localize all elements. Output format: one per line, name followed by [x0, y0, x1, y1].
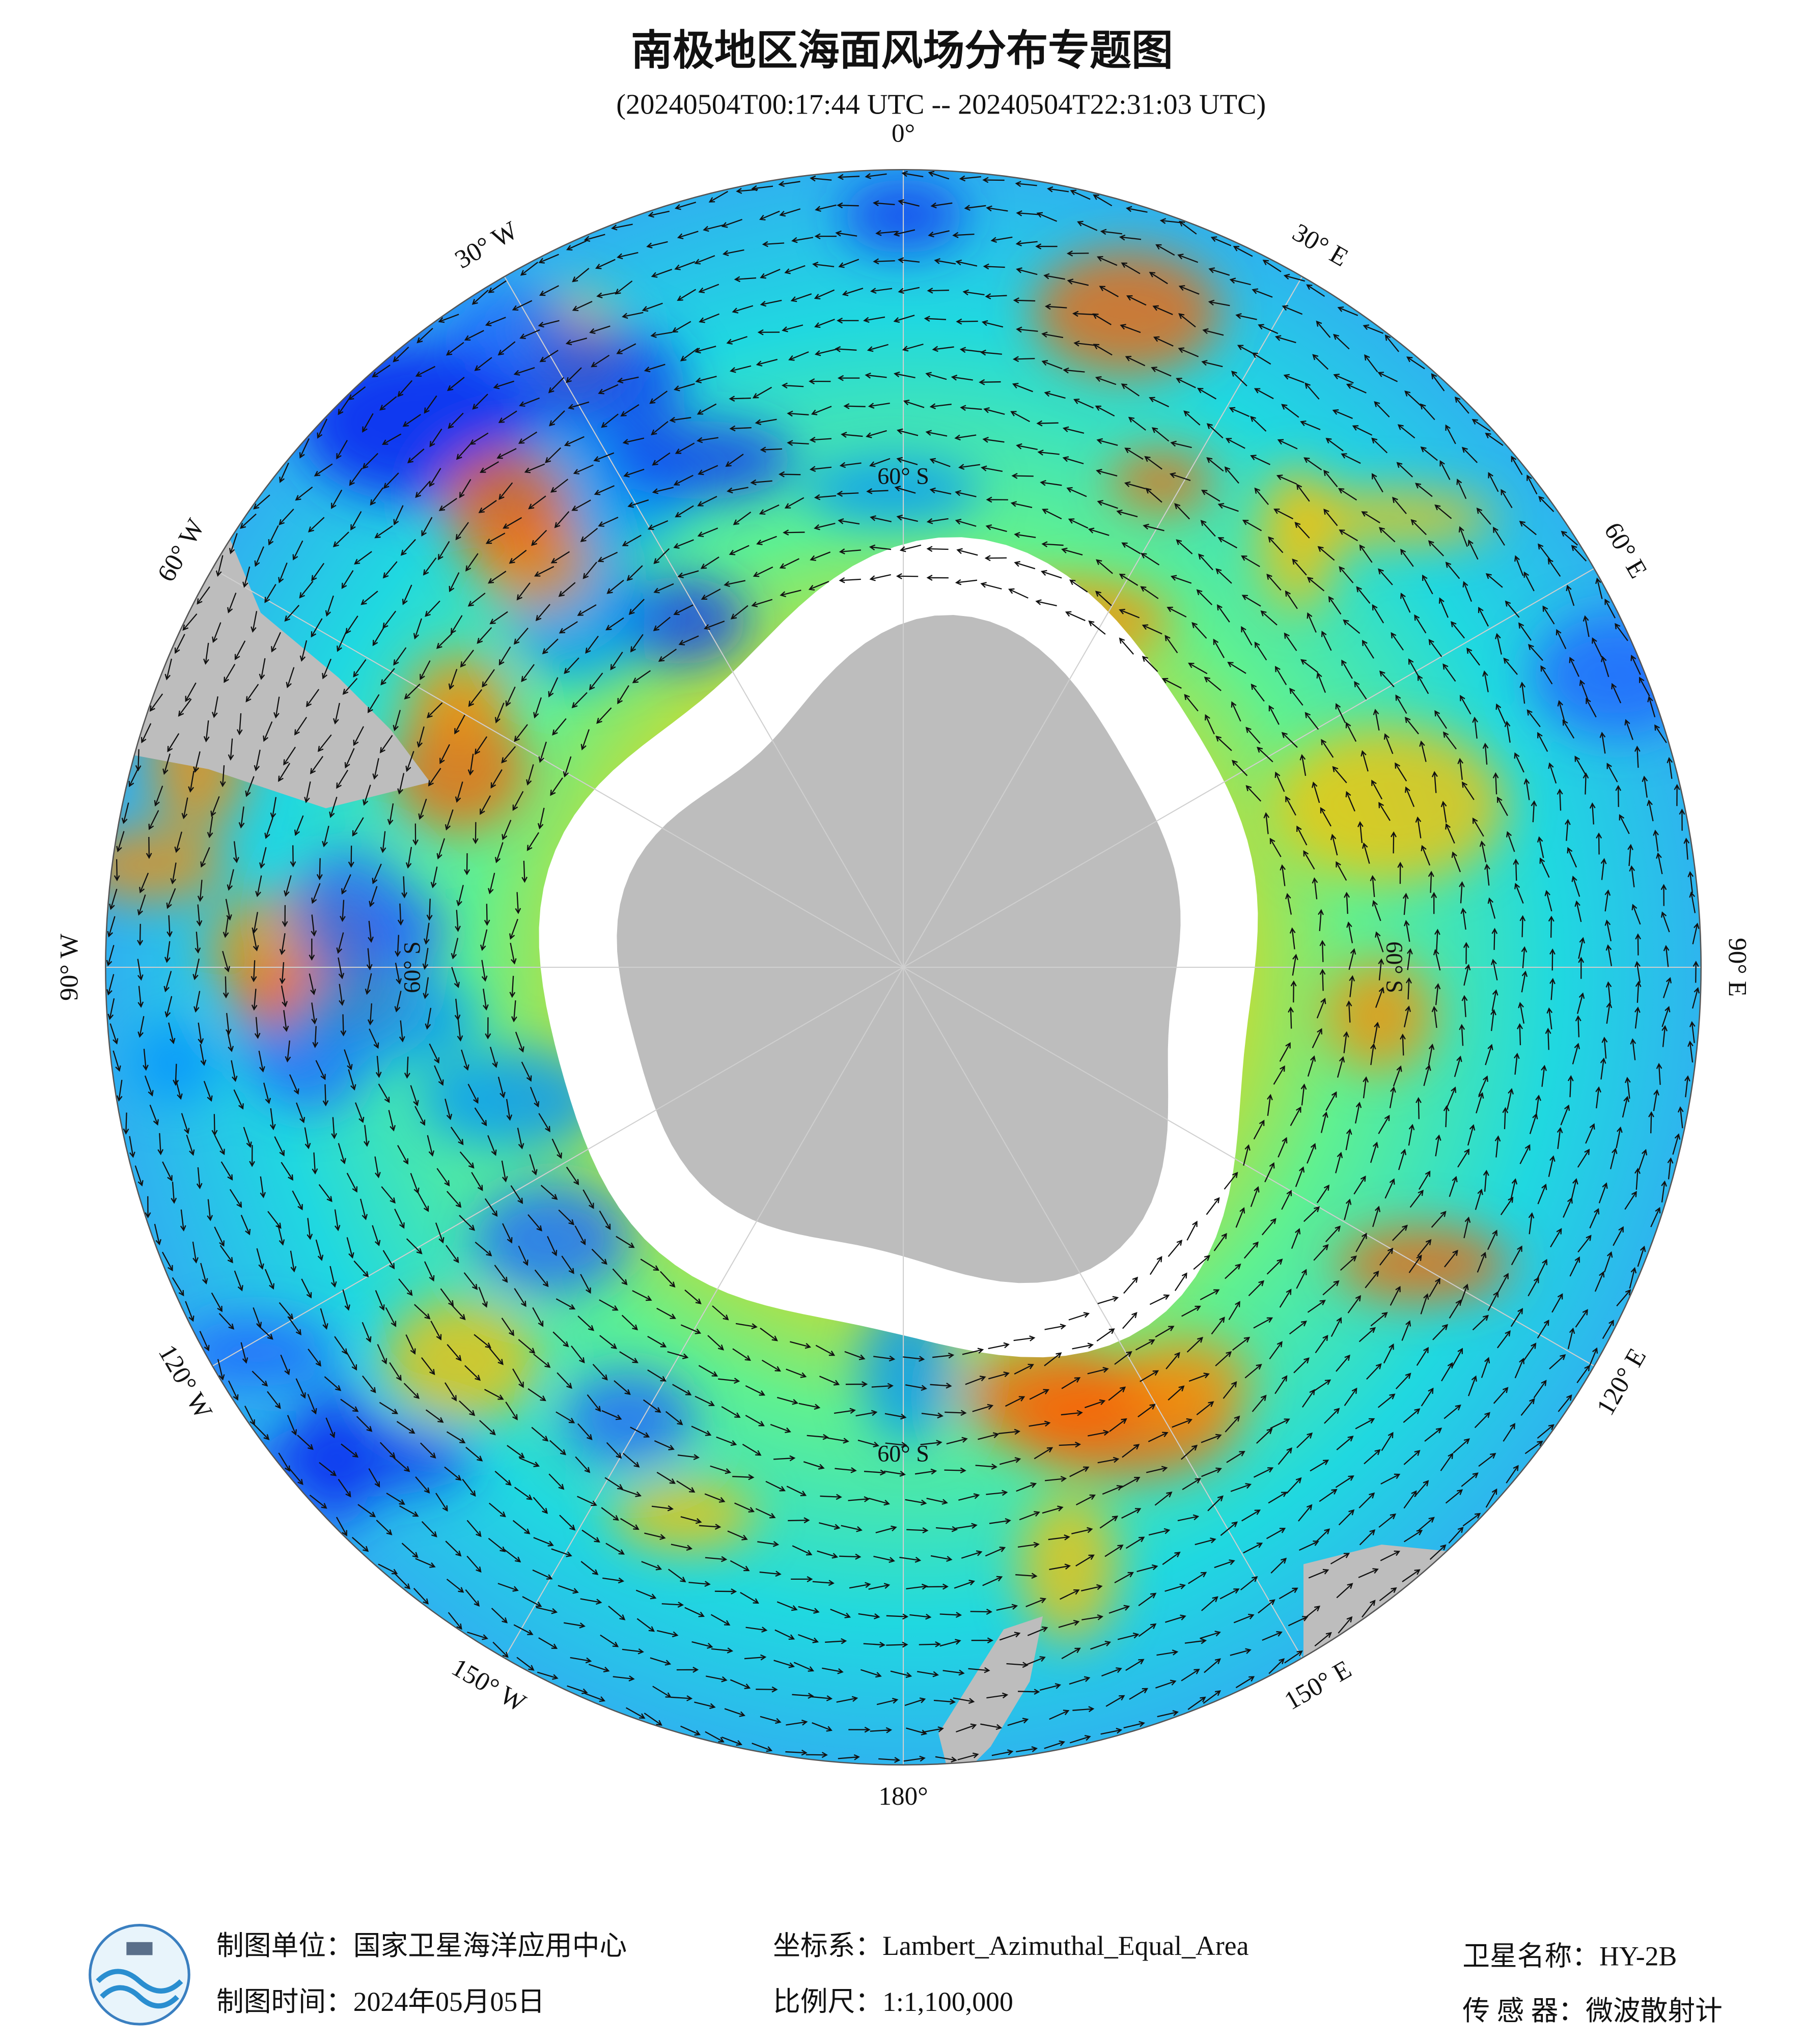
wind-patch	[177, 1318, 337, 1388]
longitude-label: 90° E	[1723, 938, 1752, 997]
wind-patch	[474, 1184, 630, 1294]
wind-patch	[612, 1478, 756, 1551]
wind-patch	[251, 1423, 474, 1497]
longitude-label: 30° E	[1288, 218, 1353, 272]
new-zealand	[938, 1616, 1043, 1765]
meridian	[903, 267, 1308, 968]
wind-patch	[1278, 490, 1496, 546]
meridian	[203, 563, 904, 968]
longitude-label: 180°	[878, 1782, 928, 1811]
map	[105, 170, 1701, 1765]
wind-patch	[1110, 451, 1213, 512]
wind-patch	[439, 446, 573, 564]
meridian	[498, 267, 904, 968]
meridian	[203, 967, 904, 1372]
wind-patch	[1033, 249, 1221, 376]
map-subtitle: (20240504T00:17:44 UTC -- 20240504T22:31…	[616, 89, 1266, 120]
footer-date: 制图时间：2024年05月05日	[216, 1986, 545, 2017]
wind-patch	[443, 289, 580, 376]
wind-patch	[420, 1049, 606, 1150]
latitude-label: 60° S	[1381, 941, 1407, 993]
footer-unit: 制图单位：国家卫星海洋应用中心	[216, 1930, 627, 1961]
map-title: 南极地区海面风场分布专题图	[631, 27, 1173, 74]
wind-patch	[1019, 1493, 1119, 1642]
wind-patch	[962, 1345, 1145, 1451]
latitude-label: 60° S	[877, 1441, 929, 1467]
arrow-field	[106, 171, 1700, 1763]
wind-patch	[612, 576, 748, 665]
longitude-label: 30° W	[450, 215, 523, 274]
logo	[89, 1923, 190, 2026]
latitude-label: 60° S	[399, 941, 425, 993]
longitude-label: 60° E	[1598, 518, 1653, 583]
map-border	[105, 169, 1702, 1766]
wind-patch	[131, 1022, 219, 1103]
meridian	[903, 967, 1308, 1668]
meridian	[903, 967, 1604, 1372]
wind-patch	[1336, 1226, 1511, 1303]
wind-patch	[288, 968, 480, 1065]
footer-crs: 坐标系：Lambert_Azimuthal_Equal_Area	[773, 1930, 1249, 1961]
meridian	[903, 563, 1604, 968]
wind-patch	[606, 421, 796, 499]
meridian	[498, 967, 904, 1668]
footer: 制图单位：国家卫星海洋应用中心 制图时间：2024年05月05日 坐标系：Lam…	[216, 1930, 1723, 2026]
wind-patch	[381, 1299, 539, 1423]
footer-satellite: 卫星名称：HY-2B	[1462, 1941, 1677, 1971]
antarctica	[617, 615, 1181, 1283]
longitude-label: 90° W	[55, 933, 84, 1001]
footer-scale: 比例尺：1:1,100,000	[773, 1986, 1013, 2017]
wind-patch	[803, 457, 981, 524]
footer-sensor: 传 感 器：微波散射计	[1462, 1996, 1723, 2026]
wind-patch	[407, 654, 510, 738]
latitude-label: 60° S	[877, 463, 929, 489]
wind-patch	[1273, 726, 1506, 883]
longitude-label: 0°	[892, 119, 915, 148]
longitude-label: 60° W	[152, 514, 211, 586]
wind-patch	[564, 1372, 695, 1465]
wind-arrows	[106, 171, 1700, 1763]
wind-patch	[292, 851, 409, 979]
graticule	[105, 170, 1701, 1765]
wind-patch	[1323, 960, 1435, 1072]
